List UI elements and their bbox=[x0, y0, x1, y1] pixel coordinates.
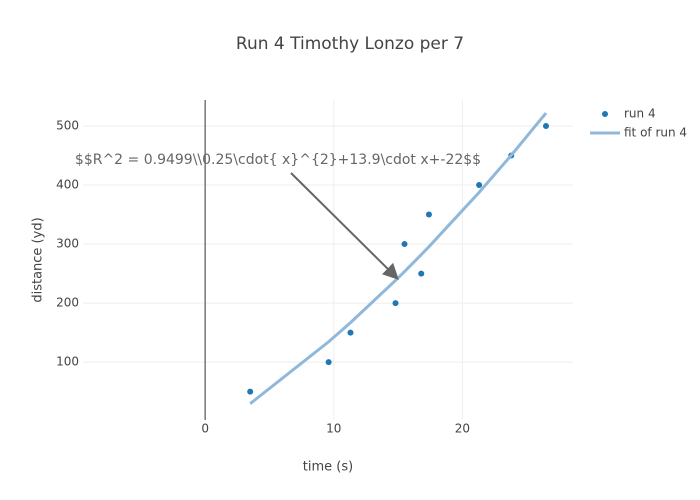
x-axis-label: time (s) bbox=[303, 460, 353, 475]
y-axis-label: distance (yd) bbox=[31, 217, 46, 302]
fit-line bbox=[249, 112, 548, 405]
point bbox=[392, 300, 399, 307]
point bbox=[542, 122, 549, 129]
point bbox=[418, 270, 425, 277]
y-tick-label: 300 bbox=[56, 237, 79, 251]
x-tick-label: 10 bbox=[326, 422, 341, 436]
legend-label: fit of run 4 bbox=[624, 126, 687, 140]
y-tick-label: 400 bbox=[56, 178, 79, 192]
point bbox=[425, 211, 432, 218]
annotation-arrow bbox=[290, 172, 399, 280]
x-tick-label: 0 bbox=[201, 422, 209, 436]
y-tick-label: 500 bbox=[56, 118, 79, 132]
y-tick-label: 200 bbox=[56, 296, 79, 310]
legend-label: run 4 bbox=[624, 107, 656, 121]
point bbox=[325, 359, 332, 366]
x-tick-label: 20 bbox=[455, 422, 470, 436]
point bbox=[247, 388, 254, 395]
point bbox=[401, 241, 408, 248]
chart-title: Run 4 Timothy Lonzo per 7 bbox=[236, 34, 464, 54]
annotation: $$R^2 = 0.9499\\0.25\cdot{ x}^{2}+13.9\c… bbox=[75, 152, 481, 168]
y-tick-label: 100 bbox=[56, 355, 79, 369]
point bbox=[476, 182, 483, 189]
legend-swatch bbox=[602, 111, 608, 117]
point bbox=[347, 329, 354, 336]
